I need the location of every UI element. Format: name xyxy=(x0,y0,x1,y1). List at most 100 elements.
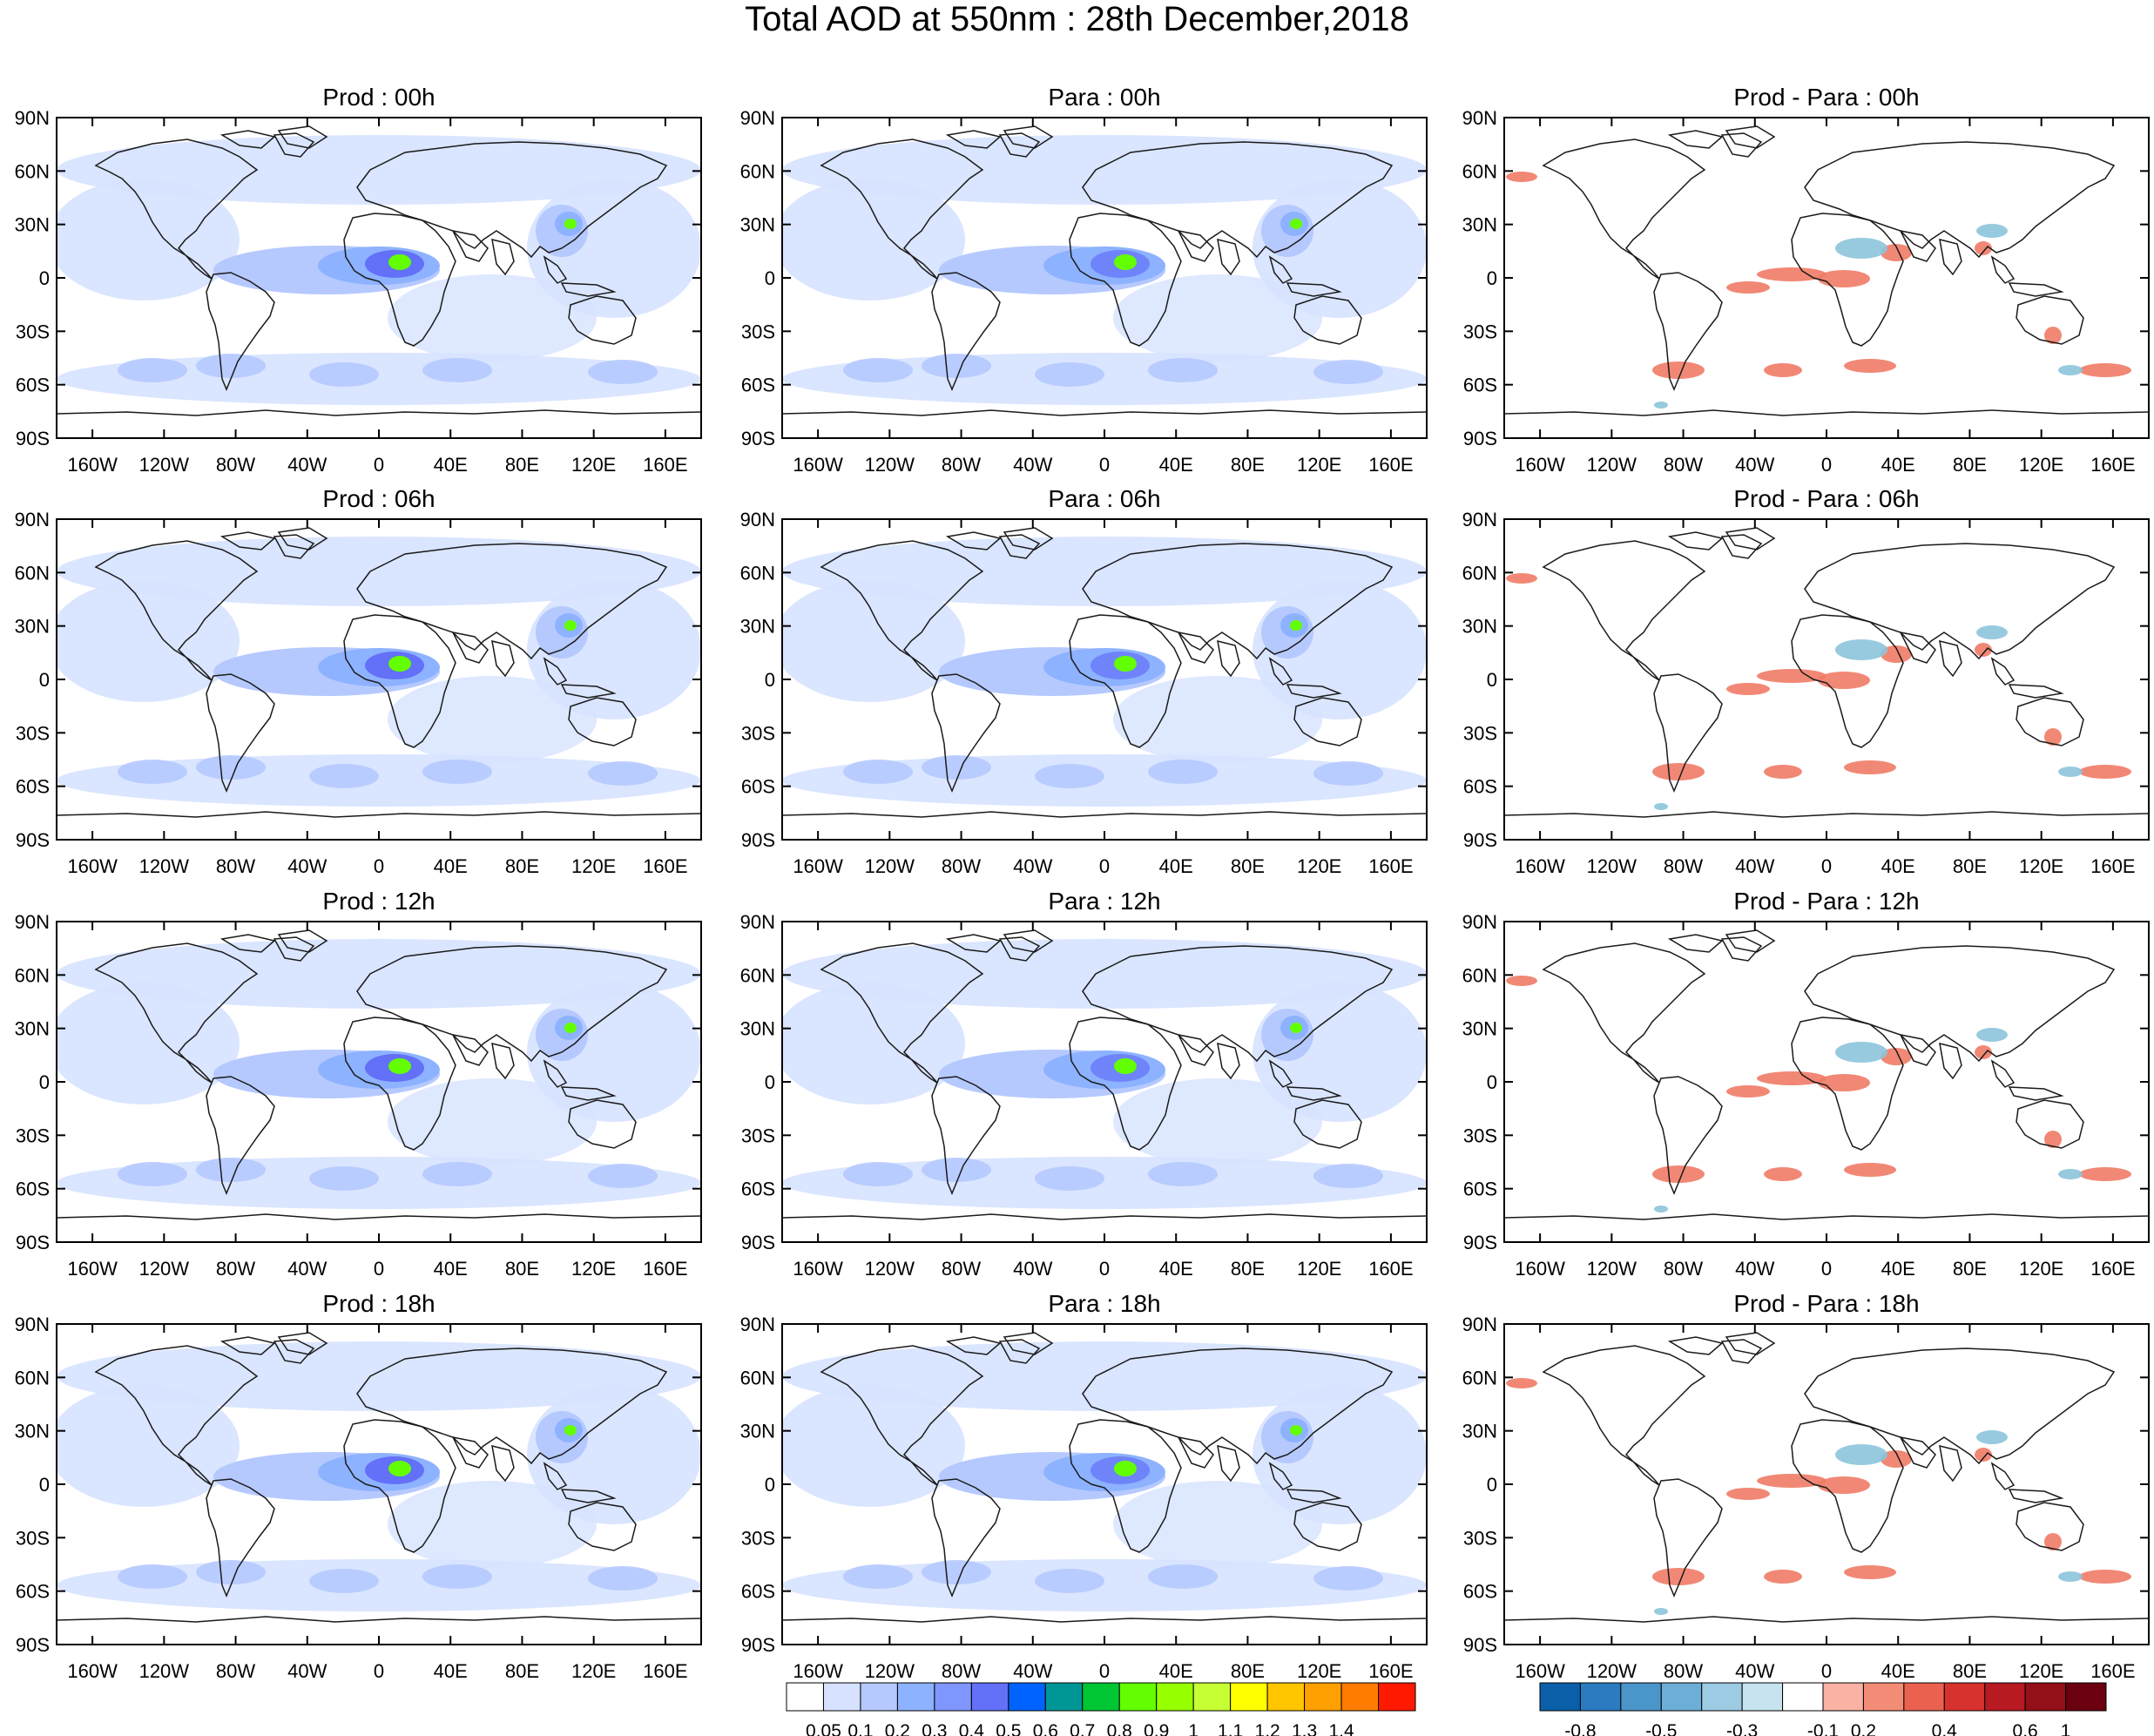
lon-tick-label: 120E xyxy=(1297,1660,1341,1682)
lat-tick-label: 60N xyxy=(1462,562,1497,584)
lat-tick-label: 0 xyxy=(1487,1071,1497,1093)
lat-tick-label: 0 xyxy=(1487,267,1497,289)
lon-tick-label: 80E xyxy=(505,1258,539,1280)
lon-tick-label: 0 xyxy=(1821,1258,1832,1280)
lon-tick-label: 160E xyxy=(643,454,687,476)
panel-title: Para : 18h xyxy=(1048,1290,1160,1317)
colorbar-label: 0.6 xyxy=(1033,1721,1058,1736)
lat-tick-label: 30N xyxy=(740,1421,775,1442)
lat-tick-label: 90N xyxy=(15,911,50,933)
lat-tick-label: 60S xyxy=(741,1581,775,1603)
lat-tick-label: 60S xyxy=(1463,1179,1497,1200)
lat-tick-label: 30N xyxy=(1462,1018,1497,1040)
lon-tick-label: 80W xyxy=(942,454,981,476)
lon-tick-label: 160E xyxy=(643,1660,687,1682)
colorbar-label: 0.2 xyxy=(885,1721,910,1736)
lat-tick-label: 90S xyxy=(1463,428,1497,449)
lat-tick-label: 30N xyxy=(15,616,50,638)
lon-tick-label: 160E xyxy=(1368,1660,1413,1682)
lon-tick-label: 120E xyxy=(1297,1258,1341,1280)
colorbar-label: -0.8 xyxy=(1564,1721,1596,1736)
lon-tick-label: 40E xyxy=(434,855,468,877)
lon-tick-label: 80E xyxy=(1231,454,1265,476)
colorbar-box xyxy=(1782,1682,1824,1712)
lon-tick-label: 40W xyxy=(1735,1258,1774,1280)
lat-tick-label: 0 xyxy=(765,669,775,691)
lat-tick-label: 60S xyxy=(16,1179,50,1200)
lon-tick-label: 80W xyxy=(1664,1660,1703,1682)
lat-tick-label: 90S xyxy=(741,829,775,851)
panel-title: Para : 06h xyxy=(1048,485,1160,512)
lon-tick-label: 160E xyxy=(643,855,687,877)
lon-tick-label: 0 xyxy=(374,1258,384,1280)
colorbar-label: 0.05 xyxy=(806,1721,841,1736)
lon-tick-label: 120E xyxy=(571,855,616,877)
lon-tick-label: 160W xyxy=(1515,1660,1565,1682)
lon-tick-label: 160E xyxy=(1368,855,1413,877)
lat-tick-label: 60N xyxy=(740,1367,775,1388)
field-shading xyxy=(57,118,701,438)
lat-tick-label: 0 xyxy=(39,669,50,691)
lat-tick-label: 30S xyxy=(741,1527,775,1549)
lon-tick-label: 40W xyxy=(1735,1660,1774,1682)
lat-tick-label: 60S xyxy=(741,1179,775,1200)
colorbar-label: 0.3 xyxy=(922,1721,947,1736)
lon-tick-label: 160W xyxy=(1515,855,1565,877)
lon-tick-label: 80W xyxy=(216,454,255,476)
map-panel: Prod : 06h 90N 60N 30N 0 30S 60S 90S 160W 120W 80W… xyxy=(15,485,702,877)
lon-tick-label: 80W xyxy=(1664,454,1703,476)
lon-tick-label: 40W xyxy=(1013,454,1052,476)
colorbar-box xyxy=(1862,1682,1905,1712)
lon-tick-label: 80E xyxy=(505,454,539,476)
lon-tick-label: 40E xyxy=(1881,454,1915,476)
lon-tick-label: 80W xyxy=(942,1660,981,1682)
colorbar-box xyxy=(896,1682,935,1712)
lat-tick-label: 60N xyxy=(15,160,50,182)
panel-title: Prod : 18h xyxy=(322,1290,435,1317)
lat-tick-label: 0 xyxy=(39,267,50,289)
colorbar-box xyxy=(1192,1682,1232,1712)
lat-tick-label: 60S xyxy=(741,375,775,396)
lat-tick-label: 60N xyxy=(1462,964,1497,986)
lat-tick-label: 30N xyxy=(740,1018,775,1040)
colorbar-box xyxy=(1620,1682,1662,1712)
colorbar-box xyxy=(1579,1682,1622,1712)
colorbar-box xyxy=(1118,1682,1158,1712)
lat-tick-label: 0 xyxy=(1487,669,1497,691)
lat-tick-label: 60N xyxy=(740,562,775,584)
map-panel: Para : 12h 90N 60N 30N 0 30S 60S 90S 160W 120W 80W… xyxy=(740,888,1428,1280)
lon-tick-label: 40E xyxy=(1159,454,1193,476)
lon-tick-label: 80E xyxy=(505,855,539,877)
field-shading xyxy=(1504,1324,2149,1645)
lon-tick-label: 80E xyxy=(1953,1258,1987,1280)
lat-tick-label: 90S xyxy=(16,829,50,851)
colorbar-box xyxy=(1660,1682,1703,1712)
lat-tick-label: 30S xyxy=(1463,722,1497,744)
lat-tick-label: 30S xyxy=(1463,1125,1497,1146)
lon-tick-label: 120E xyxy=(2019,1258,2063,1280)
lat-tick-label: 30S xyxy=(16,1125,50,1146)
lon-tick-label: 40E xyxy=(434,1258,468,1280)
aod-colorbar: 0.05 0.1 0.2 0.3 0.4 0.5 0.6 0.7 0.8 0.9 1 1.1 1.2 1.… xyxy=(786,1682,1416,1736)
colorbar-box xyxy=(1230,1682,1268,1712)
lat-tick-label: 60S xyxy=(1463,375,1497,396)
lon-tick-label: 0 xyxy=(1821,855,1832,877)
lat-tick-label: 90N xyxy=(1462,911,1497,933)
lat-tick-label: 60N xyxy=(15,964,50,986)
lon-tick-label: 40E xyxy=(1159,855,1193,877)
lon-tick-label: 40E xyxy=(434,1660,468,1682)
colorbar-box xyxy=(1741,1682,1784,1712)
lon-tick-label: 80W xyxy=(1664,855,1703,877)
lat-tick-label: 0 xyxy=(39,1474,50,1496)
lat-tick-label: 90N xyxy=(15,1314,50,1335)
lon-tick-label: 160W xyxy=(67,1258,118,1280)
lat-tick-label: 90N xyxy=(740,911,775,933)
colorbar-box xyxy=(1701,1682,1743,1712)
lat-tick-label: 90S xyxy=(16,1232,50,1253)
panel-title: Prod : 12h xyxy=(322,888,435,915)
lon-tick-label: 40W xyxy=(1013,855,1052,877)
lat-tick-label: 60S xyxy=(16,1581,50,1603)
lon-tick-label: 160W xyxy=(793,454,843,476)
lon-tick-label: 40E xyxy=(1881,855,1915,877)
lon-tick-label: 80E xyxy=(505,1660,539,1682)
